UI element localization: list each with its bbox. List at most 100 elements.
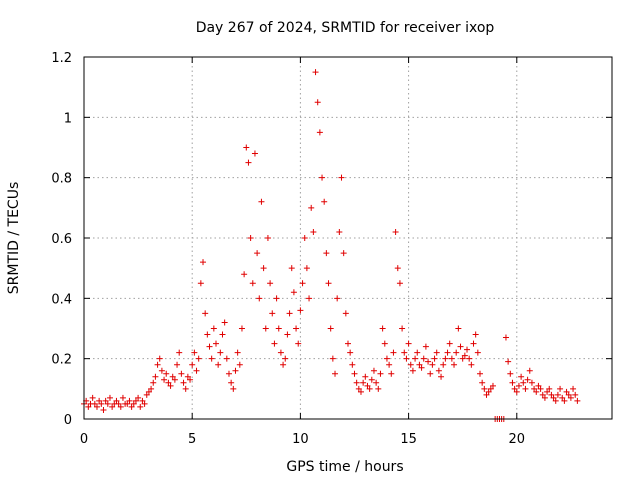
data-point — [154, 361, 161, 368]
data-point — [355, 385, 362, 392]
chart-title: Day 267 of 2024, SRMTID for receiver ixo… — [196, 20, 495, 36]
data-point — [221, 319, 228, 326]
data-point — [241, 271, 248, 278]
data-point — [557, 385, 564, 392]
data-point — [396, 280, 403, 287]
data-point — [204, 331, 211, 338]
data-point — [113, 397, 120, 404]
data-point — [200, 259, 207, 266]
data-point — [392, 228, 399, 235]
data-point — [187, 376, 194, 383]
data-point — [271, 340, 278, 347]
data-point — [442, 355, 449, 362]
data-point — [474, 349, 481, 356]
data-point — [91, 400, 98, 407]
data-point — [381, 340, 388, 347]
data-point — [269, 310, 276, 317]
data-point — [264, 235, 271, 241]
data-point — [416, 361, 423, 368]
data-point — [349, 361, 356, 368]
axis-ticks — [83, 56, 612, 420]
x-tick-label: 20 — [509, 432, 526, 447]
data-point — [299, 280, 306, 287]
data-point — [303, 265, 310, 272]
data-point — [541, 394, 548, 401]
data-point — [502, 334, 509, 341]
data-point — [321, 198, 328, 205]
data-point — [85, 403, 92, 410]
data-point — [526, 367, 533, 374]
data-point — [366, 385, 373, 392]
y-axis-title: SRMTID / TECUs — [6, 182, 22, 295]
data-point — [511, 385, 518, 392]
data-point — [249, 280, 256, 287]
data-point — [98, 400, 105, 407]
data-point — [219, 331, 226, 338]
data-point — [319, 174, 326, 181]
data-point — [332, 370, 339, 377]
data-point — [225, 370, 232, 377]
data-point — [481, 385, 488, 392]
data-point — [444, 349, 451, 356]
data-point — [420, 355, 427, 362]
y-tick-label: 0.6 — [51, 232, 72, 247]
data-point — [128, 403, 135, 410]
data-point — [466, 355, 473, 362]
y-tick-label: 0.4 — [51, 292, 72, 307]
data-point — [375, 385, 382, 392]
data-point — [522, 385, 529, 392]
data-point — [528, 379, 535, 386]
data-point — [422, 343, 429, 350]
data-point — [245, 159, 252, 166]
x-tick-label: 15 — [400, 432, 417, 447]
data-point — [193, 367, 200, 374]
x-tick-label: 0 — [80, 432, 88, 447]
data-point — [531, 385, 538, 392]
data-point — [563, 388, 570, 395]
data-point — [487, 385, 494, 392]
y-tick-label: 0.8 — [51, 172, 72, 187]
data-point — [455, 325, 462, 332]
data-point — [217, 349, 224, 356]
data-point — [297, 307, 304, 314]
data-point — [106, 394, 113, 401]
data-point — [258, 198, 265, 205]
data-point — [505, 358, 512, 365]
data-point — [357, 388, 364, 395]
y-tick-label: 0.2 — [51, 353, 72, 368]
data-point — [345, 340, 351, 347]
data-point — [407, 361, 414, 368]
data-point — [483, 391, 490, 398]
data-point — [260, 265, 267, 272]
data-point — [301, 235, 308, 241]
data-point — [429, 361, 436, 368]
data-point — [314, 99, 321, 106]
data-point — [158, 367, 165, 374]
data-point — [262, 325, 269, 332]
data-point — [362, 373, 369, 380]
data-point — [388, 370, 395, 377]
data-point — [383, 355, 390, 362]
data-point — [546, 385, 553, 392]
data-point — [191, 349, 198, 356]
data-point — [535, 382, 542, 389]
data-point — [567, 394, 574, 401]
y-tick-label: 0 — [64, 413, 72, 428]
data-point — [485, 388, 492, 395]
data-point — [364, 382, 371, 389]
x-axis-title: GPS time / hours — [286, 459, 403, 475]
data-point — [368, 376, 375, 383]
data-point — [93, 403, 100, 410]
data-point — [308, 204, 315, 211]
data-point — [306, 295, 313, 302]
data-point — [438, 373, 445, 380]
data-point — [210, 325, 217, 332]
data-point — [489, 382, 496, 389]
data-point — [412, 355, 419, 362]
data-point — [431, 355, 438, 362]
data-point — [124, 400, 131, 407]
data-point — [228, 379, 235, 386]
data-point — [425, 358, 432, 365]
data-point — [334, 295, 341, 302]
